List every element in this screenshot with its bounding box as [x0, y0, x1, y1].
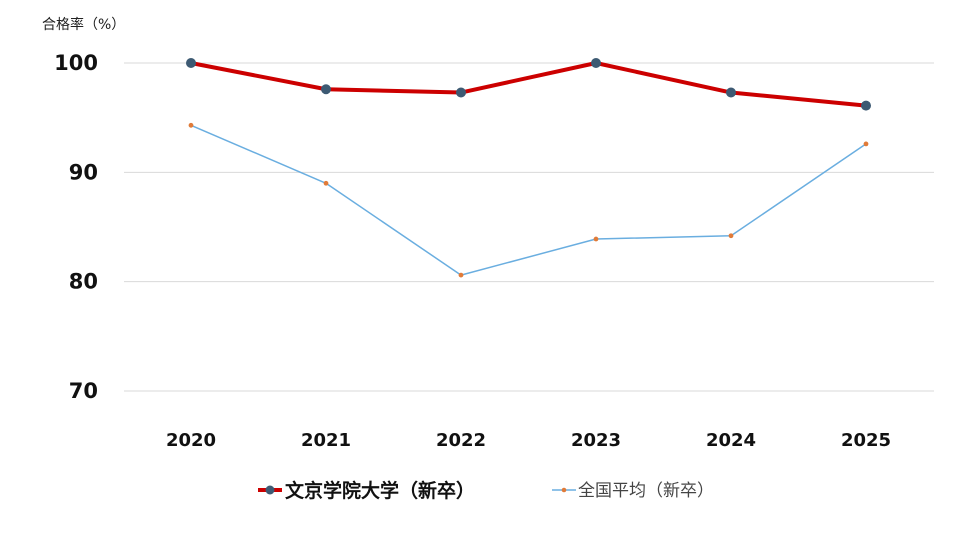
y-axis-label: 合格率（%） — [42, 16, 125, 33]
series-group — [186, 58, 871, 278]
series-2-point-2020 — [188, 122, 194, 128]
y-tick-label-70: 70 — [69, 379, 98, 403]
series-1-point-2025 — [861, 100, 871, 111]
series-1 — [186, 58, 871, 111]
series-2-point-2024 — [728, 233, 734, 239]
x-tick-label-2021: 2021 — [301, 430, 351, 451]
series-2-point-2023 — [593, 236, 599, 242]
x-tick-label-2022: 2022 — [436, 430, 486, 451]
x-tick-label-2023: 2023 — [571, 430, 621, 451]
legend-marker-series-1 — [265, 485, 275, 495]
series-2-point-2022 — [458, 272, 464, 278]
x-tick-labels: 2020 2021 2022 2023 2024 2025 — [166, 430, 891, 451]
legend-label-series-2: 全国平均（新卒） — [578, 481, 714, 501]
series-2-point-2021 — [323, 180, 329, 186]
x-tick-label-2020: 2020 — [166, 430, 216, 451]
series-2-point-2025 — [863, 141, 869, 147]
series-1-line — [189, 61, 868, 108]
x-tick-label-2025: 2025 — [841, 430, 891, 451]
grid-lines — [124, 62, 934, 392]
legend-marker-series-2 — [561, 487, 567, 493]
y-tick-label-80: 80 — [69, 270, 98, 294]
y-tick-label-90: 90 — [69, 160, 98, 184]
series-2 — [188, 122, 869, 278]
series-2-line — [190, 124, 867, 276]
series-1-point-2023 — [591, 58, 601, 68]
series-1-point-2020 — [186, 58, 196, 68]
legend: 文京学院大学（新卒） 全国平均（新卒） — [258, 479, 714, 502]
series-1-point-2024 — [726, 87, 736, 98]
y-tick-label-100: 100 — [54, 51, 98, 75]
x-tick-label-2024: 2024 — [706, 430, 756, 451]
series-1-point-2022 — [456, 87, 466, 98]
legend-label-series-1: 文京学院大学（新卒） — [285, 479, 475, 502]
y-tick-labels: 100 90 80 70 — [54, 51, 98, 403]
series-1-point-2021 — [321, 84, 331, 95]
